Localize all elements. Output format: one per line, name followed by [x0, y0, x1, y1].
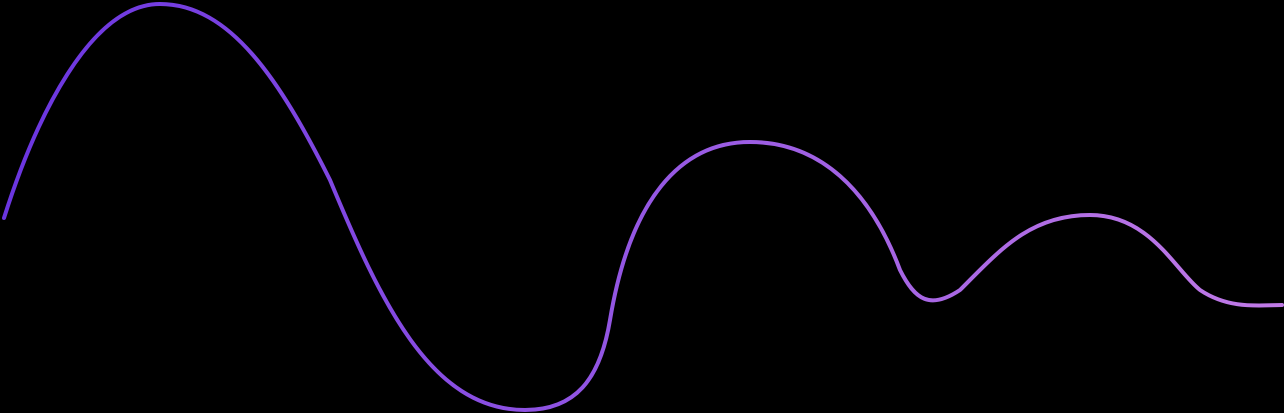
decorative-wave-graphic: [2, 2, 1284, 412]
wave-line: [2, 2, 1284, 412]
